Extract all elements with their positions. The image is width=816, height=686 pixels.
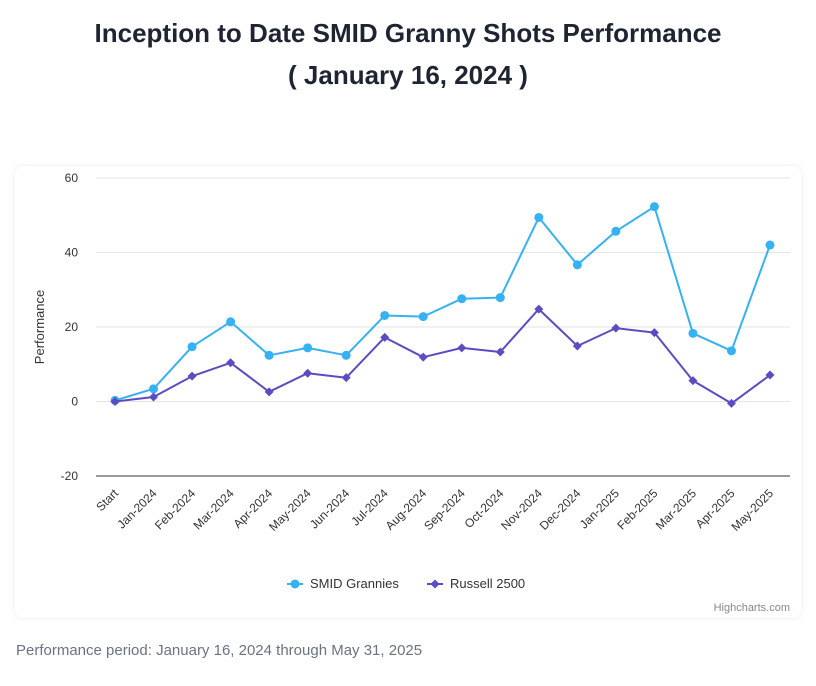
y-axis-ticks: -20 0 20 40 60 [61, 171, 79, 483]
data-point[interactable] [534, 304, 544, 314]
legend-label: SMID Grannies [310, 576, 399, 591]
data-point[interactable] [187, 371, 197, 381]
y-tick-label: -20 [61, 469, 79, 483]
x-tick-label: Aug-2024 [383, 486, 430, 533]
data-point[interactable] [611, 323, 621, 333]
x-tick-label: Start [93, 486, 121, 514]
legend-label: Russell 2500 [450, 576, 525, 591]
x-tick-label: May-2025 [728, 486, 776, 534]
data-point[interactable] [303, 343, 313, 353]
y-tick-label: 20 [65, 320, 79, 334]
y-axis-label: Performance [32, 290, 47, 364]
data-point[interactable] [611, 226, 621, 236]
data-point[interactable] [765, 370, 775, 380]
y-tick-label: 0 [71, 395, 78, 409]
data-point[interactable] [649, 328, 659, 338]
chart-title: Inception to Date SMID Granny Shots Perf… [94, 18, 722, 48]
data-point[interactable] [688, 328, 698, 338]
data-point[interactable] [534, 212, 544, 222]
data-point[interactable] [226, 358, 236, 368]
chart-subtitle: ( January 16, 2024 ) [288, 60, 528, 90]
data-point[interactable] [726, 398, 736, 408]
data-point[interactable] [149, 392, 159, 402]
x-tick-label: Sep-2024 [421, 486, 468, 533]
x-axis-ticks: StartJan-2024Feb-2024Mar-2024Apr-2024May… [93, 486, 776, 534]
data-point[interactable] [572, 341, 582, 351]
performance-period: Performance period: January 16, 2024 thr… [16, 642, 423, 659]
data-point[interactable] [264, 350, 274, 360]
data-point[interactable] [341, 373, 351, 383]
x-tick-label: Mar-2025 [653, 486, 699, 532]
series-smid-grannies [110, 202, 775, 405]
data-point[interactable] [495, 347, 505, 357]
legend-marker-icon [290, 579, 300, 589]
data-point[interactable] [457, 294, 467, 304]
data-point[interactable] [726, 346, 736, 356]
grid-lines [96, 177, 790, 477]
data-point[interactable] [418, 352, 428, 362]
legend-item-smid-grannies[interactable]: SMID Grannies [287, 576, 399, 591]
data-point[interactable] [380, 310, 390, 320]
series-russell-2500 [110, 304, 775, 408]
x-tick-label: Jun-2024 [307, 486, 353, 532]
series-layer [110, 202, 775, 408]
data-point[interactable] [649, 202, 659, 212]
data-point[interactable] [572, 260, 582, 270]
x-tick-label: Feb-2024 [152, 486, 198, 532]
data-point[interactable] [264, 387, 274, 397]
x-tick-label: Dec-2024 [537, 486, 584, 533]
data-point[interactable] [341, 350, 351, 360]
performance-chart: -20 0 20 40 60 Performance StartJan-2024Feb-… [32, 171, 790, 614]
data-point[interactable] [380, 332, 390, 342]
credits-link[interactable]: Highcharts.com [714, 602, 790, 614]
data-point[interactable] [226, 317, 236, 327]
data-point[interactable] [457, 343, 467, 353]
data-point[interactable] [495, 293, 505, 303]
legend-marker-icon [430, 579, 440, 589]
y-tick-label: 60 [65, 171, 79, 185]
data-point[interactable] [688, 376, 698, 386]
data-point[interactable] [303, 368, 313, 378]
legend: SMID Grannies Russell 2500 [287, 576, 525, 591]
data-point[interactable] [149, 384, 159, 394]
y-tick-label: 40 [65, 246, 79, 260]
series-line [114, 205, 771, 402]
data-point[interactable] [187, 342, 197, 352]
data-point[interactable] [765, 240, 775, 250]
x-tick-label: May-2024 [266, 486, 314, 534]
legend-item-russell-2500[interactable]: Russell 2500 [427, 576, 525, 591]
series-line [114, 308, 771, 405]
data-point[interactable] [110, 397, 120, 406]
data-point[interactable] [418, 312, 428, 322]
x-tick-label: Nov-2024 [498, 486, 545, 533]
x-tick-label: Feb-2025 [614, 486, 660, 532]
x-tick-label: Mar-2024 [190, 486, 236, 532]
